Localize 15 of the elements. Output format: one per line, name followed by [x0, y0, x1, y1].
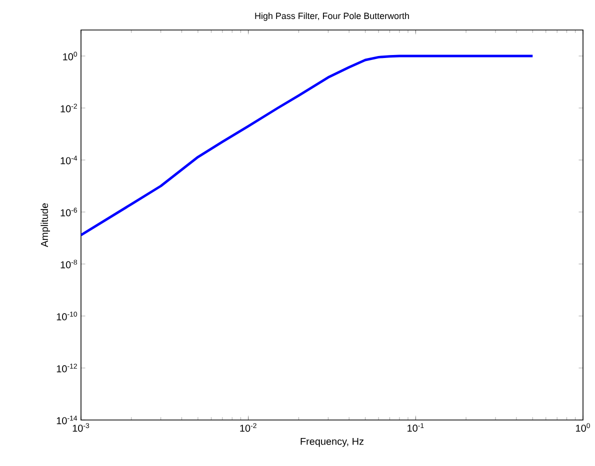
y-tick-label: 10$^{-14}$ [56, 416, 78, 424]
x-tick-label: 10$^{0}$ [576, 423, 590, 432]
y-tick-label: 10$^{0}$ [63, 52, 78, 60]
x-tick-label: 10$^{-3}$ [72, 423, 90, 432]
x-tick-label: 10$^{-2}$ [240, 423, 256, 432]
y-tick-label: 10$^{-8}$ [60, 260, 78, 268]
y-tick-label: 10$^{-10}$ [56, 312, 78, 320]
y-axis-title: Amplitude [40, 203, 50, 248]
y-tick-label: 10$^{-2}$ [60, 104, 77, 112]
y-tick-label: 10$^{-12}$ [56, 364, 77, 372]
x-tick-label: 10$^{-1}$ [408, 423, 424, 432]
chart-title: High Pass Filter, Four Pole Butterworth [255, 12, 409, 21]
y-tick-label: 10$^{-6}$ [60, 208, 77, 216]
x-axis-title: Frequency, Hz [300, 438, 364, 447]
y-tick-label: 10$^{-4}$ [60, 156, 78, 164]
